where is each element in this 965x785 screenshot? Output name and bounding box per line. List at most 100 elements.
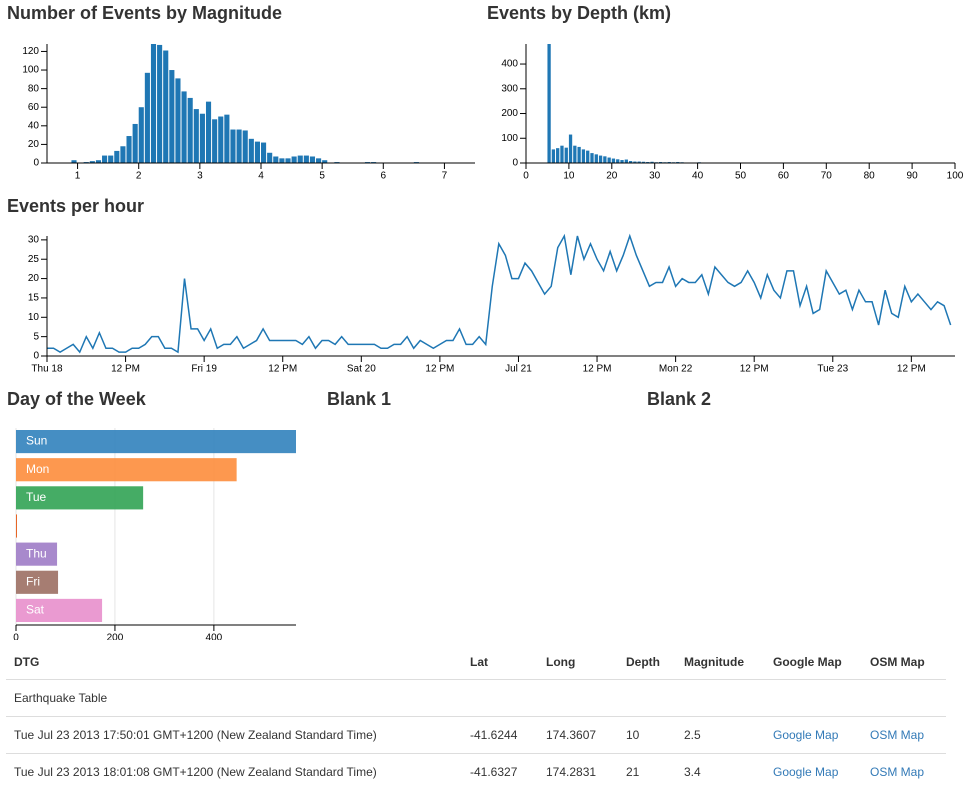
bar xyxy=(309,156,316,163)
bar xyxy=(560,145,564,163)
osm-map-link[interactable]: OSM Map xyxy=(870,728,925,742)
x-tick-label: 4 xyxy=(258,171,264,182)
row-label: Sat xyxy=(26,603,45,617)
cell: 21 xyxy=(626,765,640,779)
bar xyxy=(114,150,120,163)
y-tick-label: 0 xyxy=(33,158,39,169)
x-tick-label: Jul 21 xyxy=(505,364,532,375)
bar xyxy=(138,107,144,163)
bar xyxy=(230,129,236,163)
cell: 10 xyxy=(618,716,676,754)
bar xyxy=(637,161,641,163)
bar xyxy=(224,114,230,163)
osm-map-link[interactable]: OSM Map xyxy=(870,765,925,779)
bar xyxy=(126,136,132,163)
bar xyxy=(95,160,102,163)
bar xyxy=(564,147,568,163)
cell: OSM Map xyxy=(862,716,946,754)
cell: -41.6327 xyxy=(470,765,518,779)
x-tick-label: 400 xyxy=(206,633,223,640)
google-map-link[interactable]: Google Map xyxy=(773,765,839,779)
y-tick-label: 5 xyxy=(33,331,39,342)
cell: 3.4 xyxy=(684,765,701,779)
y-tick-label: 20 xyxy=(28,273,40,284)
y-tick-label: 0 xyxy=(33,351,39,362)
bar xyxy=(187,97,193,163)
bar xyxy=(144,72,150,163)
y-tick-label: 30 xyxy=(28,235,40,246)
bar xyxy=(641,161,646,163)
bar xyxy=(598,155,603,163)
x-tick-label: 70 xyxy=(821,171,833,182)
bar xyxy=(254,141,260,163)
y-tick-label: 120 xyxy=(22,46,39,57)
line xyxy=(47,233,952,354)
bar xyxy=(551,149,556,163)
header-row: DTG Lat Long Depth Magnitude Google Map … xyxy=(6,645,946,680)
x-tick-label: 50 xyxy=(735,171,747,182)
x-tick-label: 90 xyxy=(907,171,919,182)
x-tick-label: 2 xyxy=(136,171,142,182)
x-tick-label: 20 xyxy=(606,171,618,182)
bar xyxy=(261,142,267,163)
bar xyxy=(169,70,175,163)
x-tick-label: 100 xyxy=(947,171,964,182)
bar xyxy=(624,159,628,163)
y-tick-label: 40 xyxy=(28,120,40,131)
x-tick-label: Mon 22 xyxy=(659,364,693,375)
group-row: Earthquake Table xyxy=(6,679,946,717)
x-tick-label: 12 PM xyxy=(740,364,769,375)
bar xyxy=(586,150,590,163)
y-tick-label: 80 xyxy=(28,83,40,94)
bar xyxy=(242,130,248,163)
x-tick-label: 80 xyxy=(864,171,876,182)
y-tick-label: 400 xyxy=(501,59,518,70)
table-row: Tue Jul 23 2013 17:50:01 GMT+1200 (New Z… xyxy=(6,716,946,754)
row-label: Thu xyxy=(26,546,47,560)
bar xyxy=(163,50,169,163)
bar xyxy=(285,158,291,163)
bar xyxy=(577,146,581,163)
bar xyxy=(279,158,285,163)
x-tick-label: 6 xyxy=(381,171,387,182)
x-tick-label: 0 xyxy=(523,171,529,182)
chart-title: Day of the Week xyxy=(7,389,147,409)
bar xyxy=(71,160,77,163)
bar xyxy=(297,155,303,163)
bar xyxy=(633,161,637,163)
y-tick-label: 15 xyxy=(28,293,40,304)
panel-title: Blank 1 xyxy=(327,389,391,409)
y-tick-label: 300 xyxy=(501,83,518,94)
bar xyxy=(611,158,616,163)
x-tick-label: 10 xyxy=(563,171,575,182)
bar xyxy=(212,119,218,163)
bar xyxy=(594,154,598,163)
y-tick-label: 200 xyxy=(501,108,518,119)
y-tick-label: 0 xyxy=(512,158,518,169)
earthquake-table: DTG Lat Long Depth Magnitude Google Map … xyxy=(6,645,946,785)
column-header: Lat xyxy=(462,645,538,680)
row-bar xyxy=(16,458,237,482)
bar xyxy=(248,138,254,163)
chart-title: Number of Events by Magnitude xyxy=(7,3,282,23)
row-bar xyxy=(16,514,17,538)
x-tick-label: Fri 19 xyxy=(191,364,217,375)
bar xyxy=(236,129,242,163)
bar xyxy=(267,152,273,163)
column-header: OSM Map xyxy=(862,645,946,680)
x-tick-label: Thu 18 xyxy=(31,364,63,375)
panel-title: Blank 2 xyxy=(647,389,711,409)
bar xyxy=(175,78,181,163)
y-tick-label: 25 xyxy=(28,254,40,265)
x-tick-label: 5 xyxy=(319,171,325,182)
column-header: DTG xyxy=(6,645,462,680)
cell: Google Map xyxy=(765,716,862,754)
bar xyxy=(291,156,297,163)
y-tick-label: 100 xyxy=(22,65,39,76)
bar xyxy=(199,113,205,163)
column-header: Google Map xyxy=(765,645,862,680)
y-tick-label: 10 xyxy=(28,312,40,323)
google-map-link[interactable]: Google Map xyxy=(773,728,839,742)
bar xyxy=(150,44,157,163)
